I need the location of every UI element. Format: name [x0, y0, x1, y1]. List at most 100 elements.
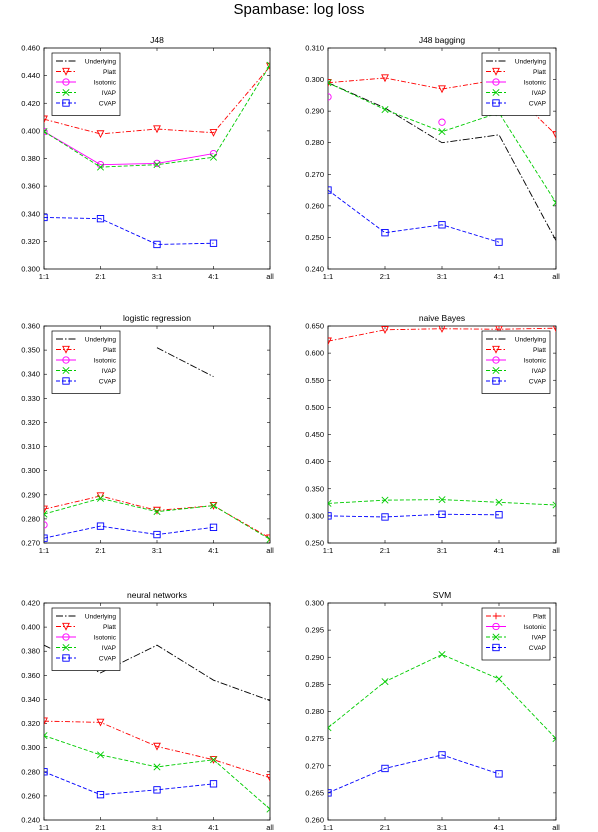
plot-area [328, 326, 556, 521]
legend-marker [62, 643, 70, 652]
data-point [438, 85, 446, 94]
y-tick-label: 0.650 [305, 322, 324, 331]
plot-area [328, 74, 556, 246]
y-tick-label: 0.340 [21, 209, 40, 218]
y-tick-label: 0.310 [305, 44, 324, 53]
data-point [44, 717, 48, 726]
y-tick-label: 0.360 [21, 322, 40, 331]
y-tick-label: 0.330 [21, 394, 40, 403]
series-cvap [44, 768, 218, 799]
y-tick-label: 0.240 [21, 816, 40, 825]
y-tick-label: 0.295 [305, 626, 324, 635]
legend-label: Isotonic [94, 79, 117, 86]
series-line [44, 131, 214, 166]
series-ivap [44, 732, 270, 813]
legend-marker [62, 622, 70, 631]
series-isotonic [44, 127, 218, 169]
data-point [438, 651, 446, 659]
y-tick-label: 0.300 [21, 265, 40, 274]
legend-marker [492, 643, 500, 652]
legend-label: Platt [103, 69, 116, 76]
legend-label: IVAP [102, 368, 116, 375]
x-tick-label: all [266, 272, 274, 281]
legend-label: Underlying [515, 336, 546, 343]
y-tick-label: 0.300 [305, 75, 324, 84]
legend-marker [62, 99, 70, 107]
legend-label: Isotonic [524, 624, 547, 631]
x-tick-label: 1:1 [39, 546, 49, 555]
panel-title: J48 [150, 35, 164, 45]
legend-label: Isotonic [94, 357, 117, 364]
y-tick-label: 0.350 [305, 484, 324, 493]
data-point [328, 93, 332, 101]
x-tick-label: all [552, 546, 560, 555]
data-point [44, 534, 48, 542]
x-tick-label: 4:1 [494, 546, 504, 555]
data-point [552, 131, 556, 140]
legend-label: Isotonic [524, 79, 547, 86]
series-line [44, 495, 270, 539]
y-tick-label: 0.320 [21, 418, 40, 427]
data-point [328, 337, 332, 346]
legend-marker [62, 366, 70, 375]
data-point [328, 79, 332, 87]
x-tick-label: 3:1 [437, 823, 447, 832]
data-point [153, 159, 161, 168]
legend-label: IVAP [102, 645, 116, 652]
legend-label: IVAP [102, 90, 116, 97]
x-tick-label: 2:1 [380, 272, 390, 281]
data-point [96, 215, 105, 223]
x-tick-label: 1:1 [323, 546, 333, 555]
series-platt [44, 717, 270, 783]
figure-title: Spambase: log loss [233, 1, 365, 18]
x-tick-label: 4:1 [494, 272, 504, 281]
series-line [44, 771, 214, 796]
panel-4: naive Bayes 0.250 0.300 0.350 0.400 0.450 0.50… [305, 313, 560, 555]
legend-label: IVAP [532, 368, 546, 375]
x-tick-label: 4:1 [208, 546, 218, 555]
series-line [44, 525, 214, 539]
y-tick-label: 0.320 [21, 237, 40, 246]
legend: Underlying Platt Isotonic IVAP CVAP [51, 330, 121, 394]
y-tick-label: 0.300 [305, 511, 324, 520]
y-tick-label: 0.265 [305, 788, 324, 797]
y-tick-label: 0.250 [305, 233, 324, 242]
x-tick-label: 3:1 [152, 546, 162, 555]
data-point [438, 496, 446, 504]
data-point [495, 498, 503, 506]
data-point [328, 724, 332, 732]
y-tick-label: 0.290 [305, 107, 324, 116]
legend-label: Isotonic [94, 634, 117, 641]
legend-marker [492, 612, 500, 620]
data-point [153, 508, 161, 516]
data-point [209, 239, 218, 247]
series-cvap [328, 751, 503, 797]
series-line [44, 216, 214, 245]
x-tick-label: all [266, 823, 274, 832]
data-point [96, 522, 105, 530]
data-point [495, 511, 503, 519]
panel-1: J48 0.300 0.320 0.340 0.360 0.380 0.400 0.420 0.… [21, 35, 274, 281]
legend-label: Underlying [85, 336, 116, 343]
y-tick-label: 0.300 [305, 599, 324, 608]
data-point [438, 510, 446, 518]
legend-label: Platt [533, 347, 546, 354]
x-tick-label: all [552, 272, 560, 281]
data-point [153, 125, 161, 134]
y-tick-label: 0.290 [21, 490, 40, 499]
data-point [552, 199, 556, 207]
data-point [328, 79, 332, 87]
panel-6: SVM 0.260 0.265 0.270 0.275 0.280 0.285 0.290 0.… [305, 590, 560, 832]
data-point [381, 229, 389, 237]
y-tick-label: 0.420 [21, 99, 40, 108]
y-tick-label: 0.500 [305, 403, 324, 412]
x-tick-label: all [266, 546, 274, 555]
data-point [438, 118, 446, 126]
panel-3: logistic regression 0.270 0.280 0.290 0.300 0… [21, 313, 274, 555]
data-point [44, 127, 48, 136]
series-platt [44, 62, 270, 139]
series-line [328, 513, 500, 518]
data-point [552, 501, 556, 509]
data-point [495, 326, 503, 334]
data-point [438, 326, 446, 333]
